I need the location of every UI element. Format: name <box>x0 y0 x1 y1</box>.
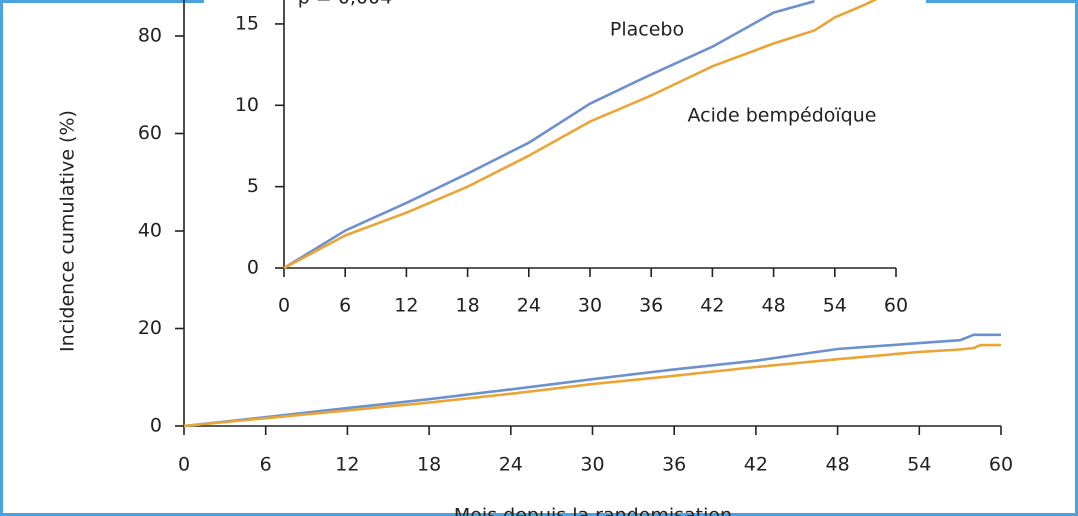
x-tick-label: 42 <box>744 454 768 476</box>
x-tick-label: 18 <box>456 295 480 317</box>
x-tick-label: 54 <box>907 454 931 476</box>
annotation: p = 0,004 <box>298 0 392 9</box>
x-tick-label: 6 <box>260 454 272 476</box>
x-tick-label: 0 <box>178 454 190 476</box>
x-axis-label: Mois depuis la randomisation <box>454 505 732 516</box>
x-tick-label: 48 <box>826 454 850 476</box>
y-tick-label: 40 <box>138 220 162 242</box>
y-axis-label: Incidence cumulative (%) <box>57 110 79 352</box>
x-tick-label: 18 <box>417 454 441 476</box>
series-label: Acide bempédoïque <box>688 105 877 127</box>
y-tick-label: 80 <box>138 25 162 47</box>
x-tick-label: 24 <box>517 295 541 317</box>
series-label: Placebo <box>610 19 684 41</box>
x-tick-label: 12 <box>335 454 359 476</box>
y-tick-label: 15 <box>235 12 259 34</box>
y-tick-label: 5 <box>247 175 259 197</box>
y-tick-label: 0 <box>150 415 162 437</box>
x-tick-label: 60 <box>884 295 908 317</box>
x-tick-label: 36 <box>662 454 686 476</box>
x-tick-label: 30 <box>578 295 602 317</box>
x-tick-label: 60 <box>989 454 1013 476</box>
x-tick-label: 48 <box>762 295 786 317</box>
x-tick-label: 54 <box>823 295 847 317</box>
y-tick-label: 60 <box>138 122 162 144</box>
x-tick-label: 30 <box>580 454 604 476</box>
series-line <box>283 0 815 270</box>
y-tick-label: 10 <box>235 94 259 116</box>
series-line <box>283 0 877 270</box>
x-tick-label: 42 <box>700 295 724 317</box>
series-line <box>183 333 1001 428</box>
inset-background <box>204 0 926 328</box>
y-tick-label: 0 <box>247 257 259 279</box>
x-tick-label: 36 <box>639 295 663 317</box>
x-tick-label: 6 <box>339 295 351 317</box>
x-tick-label: 24 <box>499 454 523 476</box>
x-tick-label: 0 <box>278 295 290 317</box>
y-tick-label: 20 <box>138 317 162 339</box>
series-line <box>183 343 1001 428</box>
x-tick-label: 12 <box>394 295 418 317</box>
